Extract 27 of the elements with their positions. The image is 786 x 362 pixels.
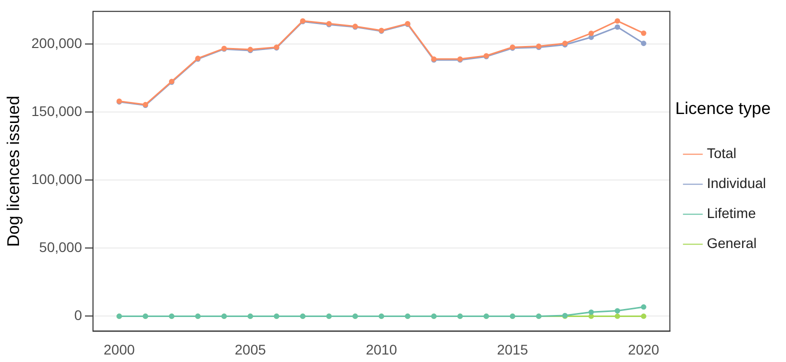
point xyxy=(614,308,620,314)
point xyxy=(640,40,646,46)
point xyxy=(614,18,620,24)
x-tick-label: 2010 xyxy=(366,341,398,358)
legend-label: Individual xyxy=(706,175,766,192)
y-tick-label: 200,000 xyxy=(31,34,82,51)
point xyxy=(640,30,646,36)
point xyxy=(588,30,594,36)
legend-label: Total xyxy=(706,145,736,162)
legend-label: General xyxy=(706,235,757,252)
y-tick-label: 100,000 xyxy=(31,171,82,188)
x-tick-label: 2020 xyxy=(628,341,660,358)
legend-label: Lifetime xyxy=(706,205,756,222)
y-tick-label: 0 xyxy=(74,307,82,324)
y-tick-label: 50,000 xyxy=(39,239,82,256)
x-tick-label: 2015 xyxy=(496,341,528,358)
x-tick-label: 2005 xyxy=(234,341,266,358)
point xyxy=(640,314,646,319)
point xyxy=(588,309,594,315)
y-axis-title: Dog licences issued xyxy=(4,96,23,247)
point xyxy=(614,314,620,319)
legend-title: Licence type xyxy=(675,98,771,118)
point xyxy=(614,24,620,30)
y-tick-label: 150,000 xyxy=(31,102,82,119)
point xyxy=(588,314,594,319)
point xyxy=(640,304,646,310)
x-tick-label: 2000 xyxy=(104,341,136,358)
